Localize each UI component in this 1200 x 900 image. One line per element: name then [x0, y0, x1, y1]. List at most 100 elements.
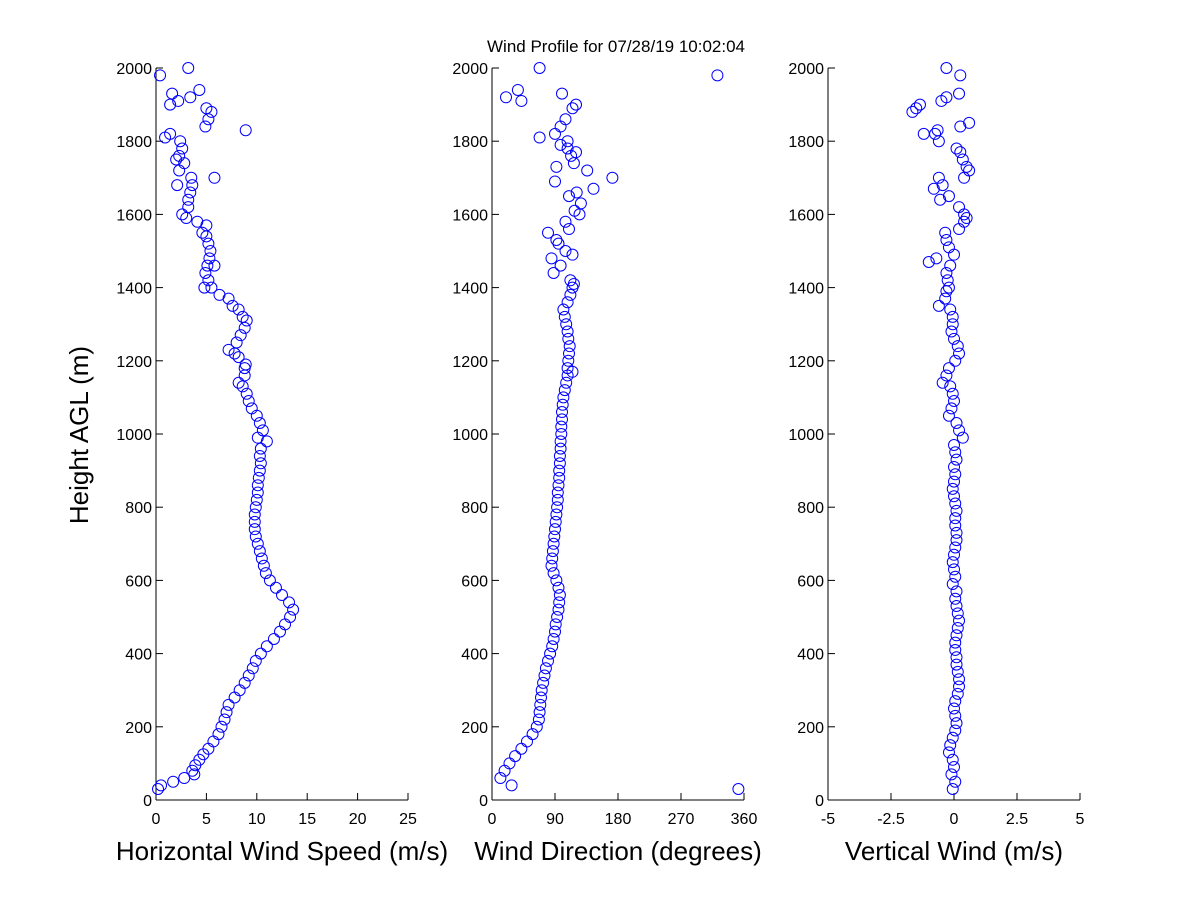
data-point — [559, 113, 572, 126]
data-point — [200, 102, 213, 115]
data-point — [186, 764, 199, 777]
y-tick-label: 1200 — [452, 354, 488, 371]
data-point — [232, 351, 245, 364]
x-tick-label: 5 — [1076, 811, 1085, 828]
data-point — [560, 318, 573, 331]
data-point — [184, 186, 197, 199]
data-point — [932, 299, 945, 312]
data-point — [948, 460, 960, 473]
data-point — [948, 475, 960, 488]
data-point — [509, 750, 522, 763]
data-point — [931, 124, 944, 137]
data-point — [552, 581, 565, 594]
data-point — [176, 142, 189, 155]
data-point — [940, 285, 953, 298]
data-point — [551, 501, 564, 514]
data-point — [230, 336, 243, 349]
data-point — [254, 442, 267, 455]
data-point — [950, 629, 963, 642]
data-point — [570, 98, 582, 111]
x-tick-label: 25 — [399, 811, 417, 828]
data-point — [259, 567, 272, 580]
data-point — [279, 618, 292, 631]
data-point — [954, 146, 967, 159]
data-point — [945, 768, 958, 781]
data-point — [946, 578, 959, 591]
data-point — [252, 471, 265, 484]
data-point — [948, 395, 960, 408]
data-point — [269, 581, 282, 594]
data-point — [549, 175, 561, 188]
data-point — [948, 702, 960, 715]
data-point — [526, 728, 539, 741]
data-point — [547, 537, 560, 550]
data-point — [256, 424, 269, 437]
data-point — [555, 428, 568, 440]
data-point — [251, 431, 264, 444]
data-point — [570, 146, 582, 159]
data-point — [953, 614, 966, 627]
x-tick-label: 90 — [546, 811, 564, 828]
data-point — [236, 310, 249, 323]
data-point — [556, 413, 568, 426]
x-tick-label: 0 — [488, 811, 497, 828]
data-point — [556, 87, 568, 100]
data-point — [946, 387, 959, 400]
data-point — [949, 512, 962, 525]
data-point — [276, 589, 288, 602]
data-point — [167, 775, 180, 788]
data-point — [222, 698, 235, 711]
data-point — [567, 277, 580, 290]
data-point — [172, 94, 185, 107]
data-point — [549, 523, 561, 536]
data-point — [273, 625, 286, 638]
data-point — [550, 508, 563, 521]
data-point — [561, 296, 574, 309]
x-tick-label: 15 — [298, 811, 316, 828]
data-point — [234, 329, 247, 342]
y-tick-label: 2000 — [788, 61, 824, 78]
data-point — [567, 157, 580, 170]
data-point — [250, 409, 263, 422]
data-point — [553, 589, 566, 602]
y-tick-label: 200 — [797, 720, 824, 737]
data-point — [207, 735, 220, 748]
data-point — [212, 728, 225, 741]
data-point — [547, 567, 560, 580]
x-tick-label: 0 — [152, 811, 161, 828]
data-point — [515, 742, 528, 755]
data-point — [951, 607, 964, 620]
data-point — [936, 179, 949, 192]
y-tick-label: 800 — [797, 500, 824, 517]
data-point — [537, 676, 550, 689]
data-point — [557, 391, 570, 404]
data-point — [249, 530, 262, 543]
data-point — [254, 647, 267, 660]
data-point — [563, 223, 575, 236]
x-tick-label: 270 — [668, 811, 695, 828]
data-point — [948, 248, 960, 261]
x-tick-label: -5 — [821, 811, 835, 828]
data-point — [152, 783, 165, 796]
y-tick-label: 600 — [125, 573, 152, 590]
data-point — [948, 332, 960, 345]
data-point — [174, 135, 187, 148]
data-point — [958, 171, 971, 184]
data-point — [927, 182, 940, 195]
data-point — [953, 201, 966, 214]
data-point — [949, 570, 962, 583]
data-point — [238, 362, 251, 375]
y-tick-label: 800 — [461, 500, 488, 517]
data-point — [546, 545, 559, 558]
data-point — [549, 127, 561, 140]
data-point — [559, 215, 572, 228]
data-point — [606, 171, 619, 184]
data-point — [946, 482, 959, 495]
y-tick-label: 400 — [461, 647, 488, 664]
data-point — [563, 190, 575, 203]
data-point — [253, 545, 266, 558]
panel-3: 0 200 400 600 800 1000 1200 1400 1600 1800 2000 -5 -… — [788, 61, 1084, 866]
data-point — [949, 468, 962, 481]
data-point — [552, 603, 565, 616]
